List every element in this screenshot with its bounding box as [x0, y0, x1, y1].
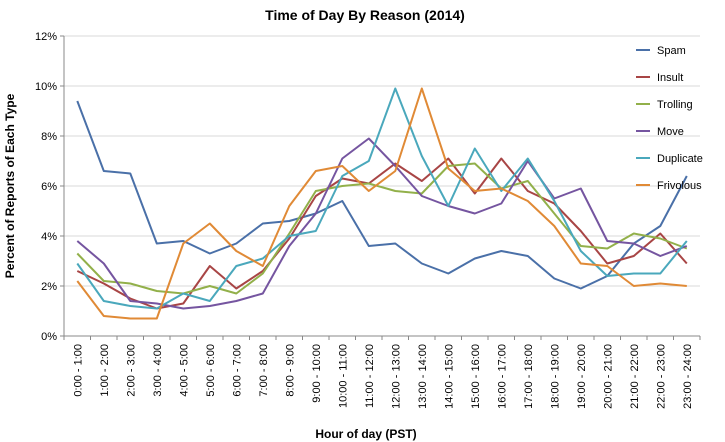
- series-line-move: [76, 137, 688, 310]
- legend-label: Spam: [657, 45, 686, 57]
- x-tick-label: 1:00 - 2:00: [99, 344, 111, 397]
- x-tick-label: 12:00 - 13:00: [390, 344, 402, 409]
- x-tick-label: 23:00 - 24:00: [682, 344, 694, 409]
- y-axis-label: Percent of Reports of Each Type: [3, 93, 17, 278]
- y-tick-label: 2%: [41, 281, 57, 293]
- x-tick-label: 22:00 - 23:00: [655, 344, 667, 409]
- x-tick-label: 9:00 - 10:00: [311, 344, 323, 403]
- x-tick-label: 13:00 - 14:00: [417, 344, 429, 409]
- x-tick-label: 15:00 - 16:00: [470, 344, 482, 409]
- legend-label: Frivolous: [657, 180, 702, 192]
- x-axis-label: Hour of day (PST): [315, 427, 416, 441]
- x-tick-label: 18:00 - 19:00: [549, 344, 561, 409]
- series-line-spam: [76, 100, 688, 290]
- y-tick-label: 12%: [35, 31, 57, 43]
- x-tick-label: 17:00 - 18:00: [523, 344, 535, 409]
- series-line-duplicate: [76, 87, 688, 310]
- x-tick-label: 6:00 - 7:00: [231, 344, 243, 397]
- x-axis-ticks: 0:00 - 1:00 1:00 - 2:00 2:00 - 3:00 3:00 - …: [63, 336, 701, 409]
- y-tick-label: 6%: [41, 181, 57, 193]
- x-tick-label: 16:00 - 17:00: [496, 344, 508, 409]
- x-tick-label: 14:00 - 15:00: [443, 344, 455, 409]
- y-axis-ticks: 0% 2% 4% 6% 8% 10% 12%: [35, 31, 64, 343]
- chart-title: Time of Day By Reason (2014): [265, 7, 465, 23]
- legend-label: Move: [657, 126, 684, 138]
- x-tick-label: 20:00 - 21:00: [602, 344, 614, 409]
- y-tick-label: 4%: [41, 231, 57, 243]
- x-tick-label: 21:00 - 22:00: [629, 344, 641, 409]
- x-tick-label: 4:00 - 5:00: [178, 344, 190, 397]
- series-line-trolling: [76, 162, 688, 295]
- x-tick-label: 19:00 - 20:00: [576, 344, 588, 409]
- x-tick-label: 7:00 - 8:00: [258, 344, 270, 397]
- y-tick-label: 10%: [35, 81, 57, 93]
- legend-label: Trolling: [657, 99, 693, 111]
- y-tick-label: 8%: [41, 131, 57, 143]
- x-tick-label: 0:00 - 1:00: [72, 344, 84, 397]
- x-tick-label: 3:00 - 4:00: [152, 344, 164, 397]
- x-tick-label: 2:00 - 3:00: [125, 344, 137, 397]
- legend-label: Insult: [657, 72, 683, 84]
- grid: [64, 35, 700, 337]
- series-line-insult: [76, 157, 688, 310]
- x-tick-label: 5:00 - 6:00: [205, 344, 217, 397]
- series-line-frivolous: [76, 87, 687, 320]
- y-tick-label: 0%: [41, 331, 57, 343]
- legend: Spam Insult Trolling Move Duplicate Frivolous: [636, 45, 703, 192]
- x-tick-label: 11:00 - 12:00: [364, 344, 376, 408]
- x-tick-label: 10:00 - 11:00: [337, 344, 349, 408]
- legend-label: Duplicate: [657, 153, 703, 165]
- series-lines: [76, 87, 688, 320]
- x-tick-label: 8:00 - 9:00: [284, 344, 296, 397]
